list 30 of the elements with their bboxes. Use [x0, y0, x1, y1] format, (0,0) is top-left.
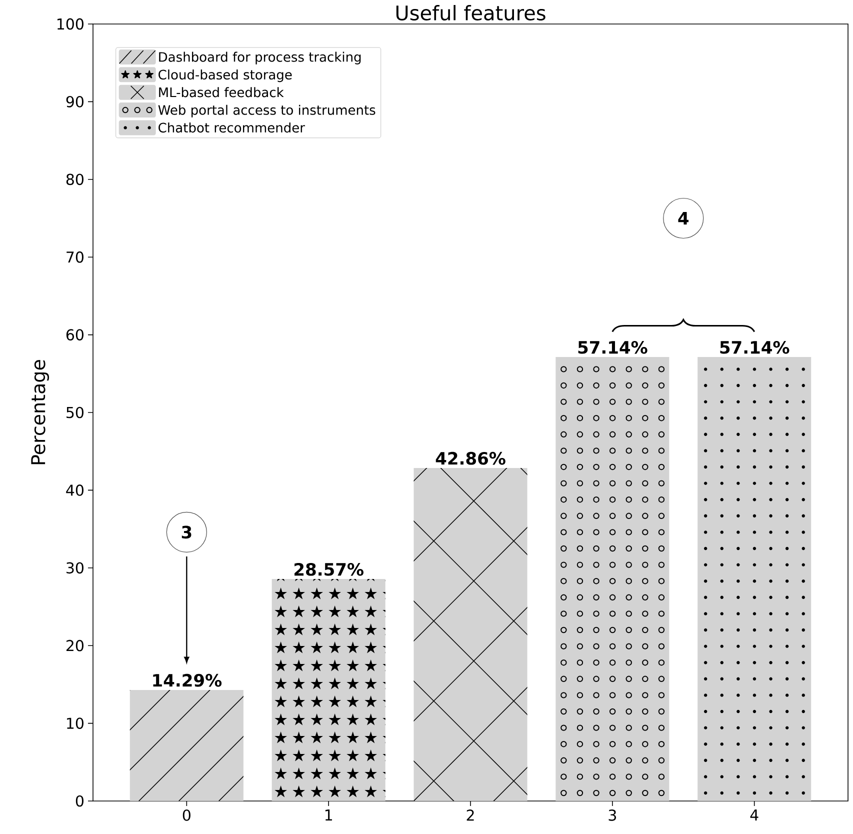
y-tick-label: 70 [66, 251, 84, 263]
y-tick-label: 50 [66, 406, 84, 418]
legend-label: Dashboard for process tracking [159, 52, 361, 64]
y-tick-label: 90 [66, 96, 84, 108]
chart-title: Useful features [396, 5, 546, 20]
y-tick-label: 20 [66, 640, 84, 652]
annotation: 4 [678, 212, 689, 224]
data-label: 57.14% [720, 340, 790, 354]
y-axis-title: Percentage [31, 360, 50, 464]
x-tick-label: 3 [608, 810, 616, 821]
legend-label: Web portal access to instruments [158, 104, 376, 118]
y-tick-label: 40 [66, 484, 84, 496]
y-tick-label: 30 [66, 562, 84, 574]
annotation: 3 [182, 526, 192, 539]
x-tick-label: 0 [182, 810, 190, 821]
data-label: 14.29% [153, 674, 222, 687]
x-tick-label: 2 [466, 810, 474, 821]
y-tick-label: 10 [67, 718, 84, 729]
legend-label: ML-based feedback [159, 87, 284, 98]
legend-label: Chatbot recommender [158, 122, 305, 133]
y-tick-label: 60 [66, 329, 84, 340]
legend-label: Cloud-based storage [158, 69, 292, 82]
y-tick-label: 80 [66, 174, 84, 186]
y-tick-label: 0 [76, 795, 84, 807]
data-label: 57.14% [578, 340, 648, 354]
data-label: 28.57% [294, 562, 364, 576]
x-tick-label: 4 [750, 810, 758, 820]
data-label: 42.86% [436, 452, 506, 465]
x-tick-label: 1 [325, 810, 332, 820]
y-tick-label: 100 [57, 18, 84, 30]
